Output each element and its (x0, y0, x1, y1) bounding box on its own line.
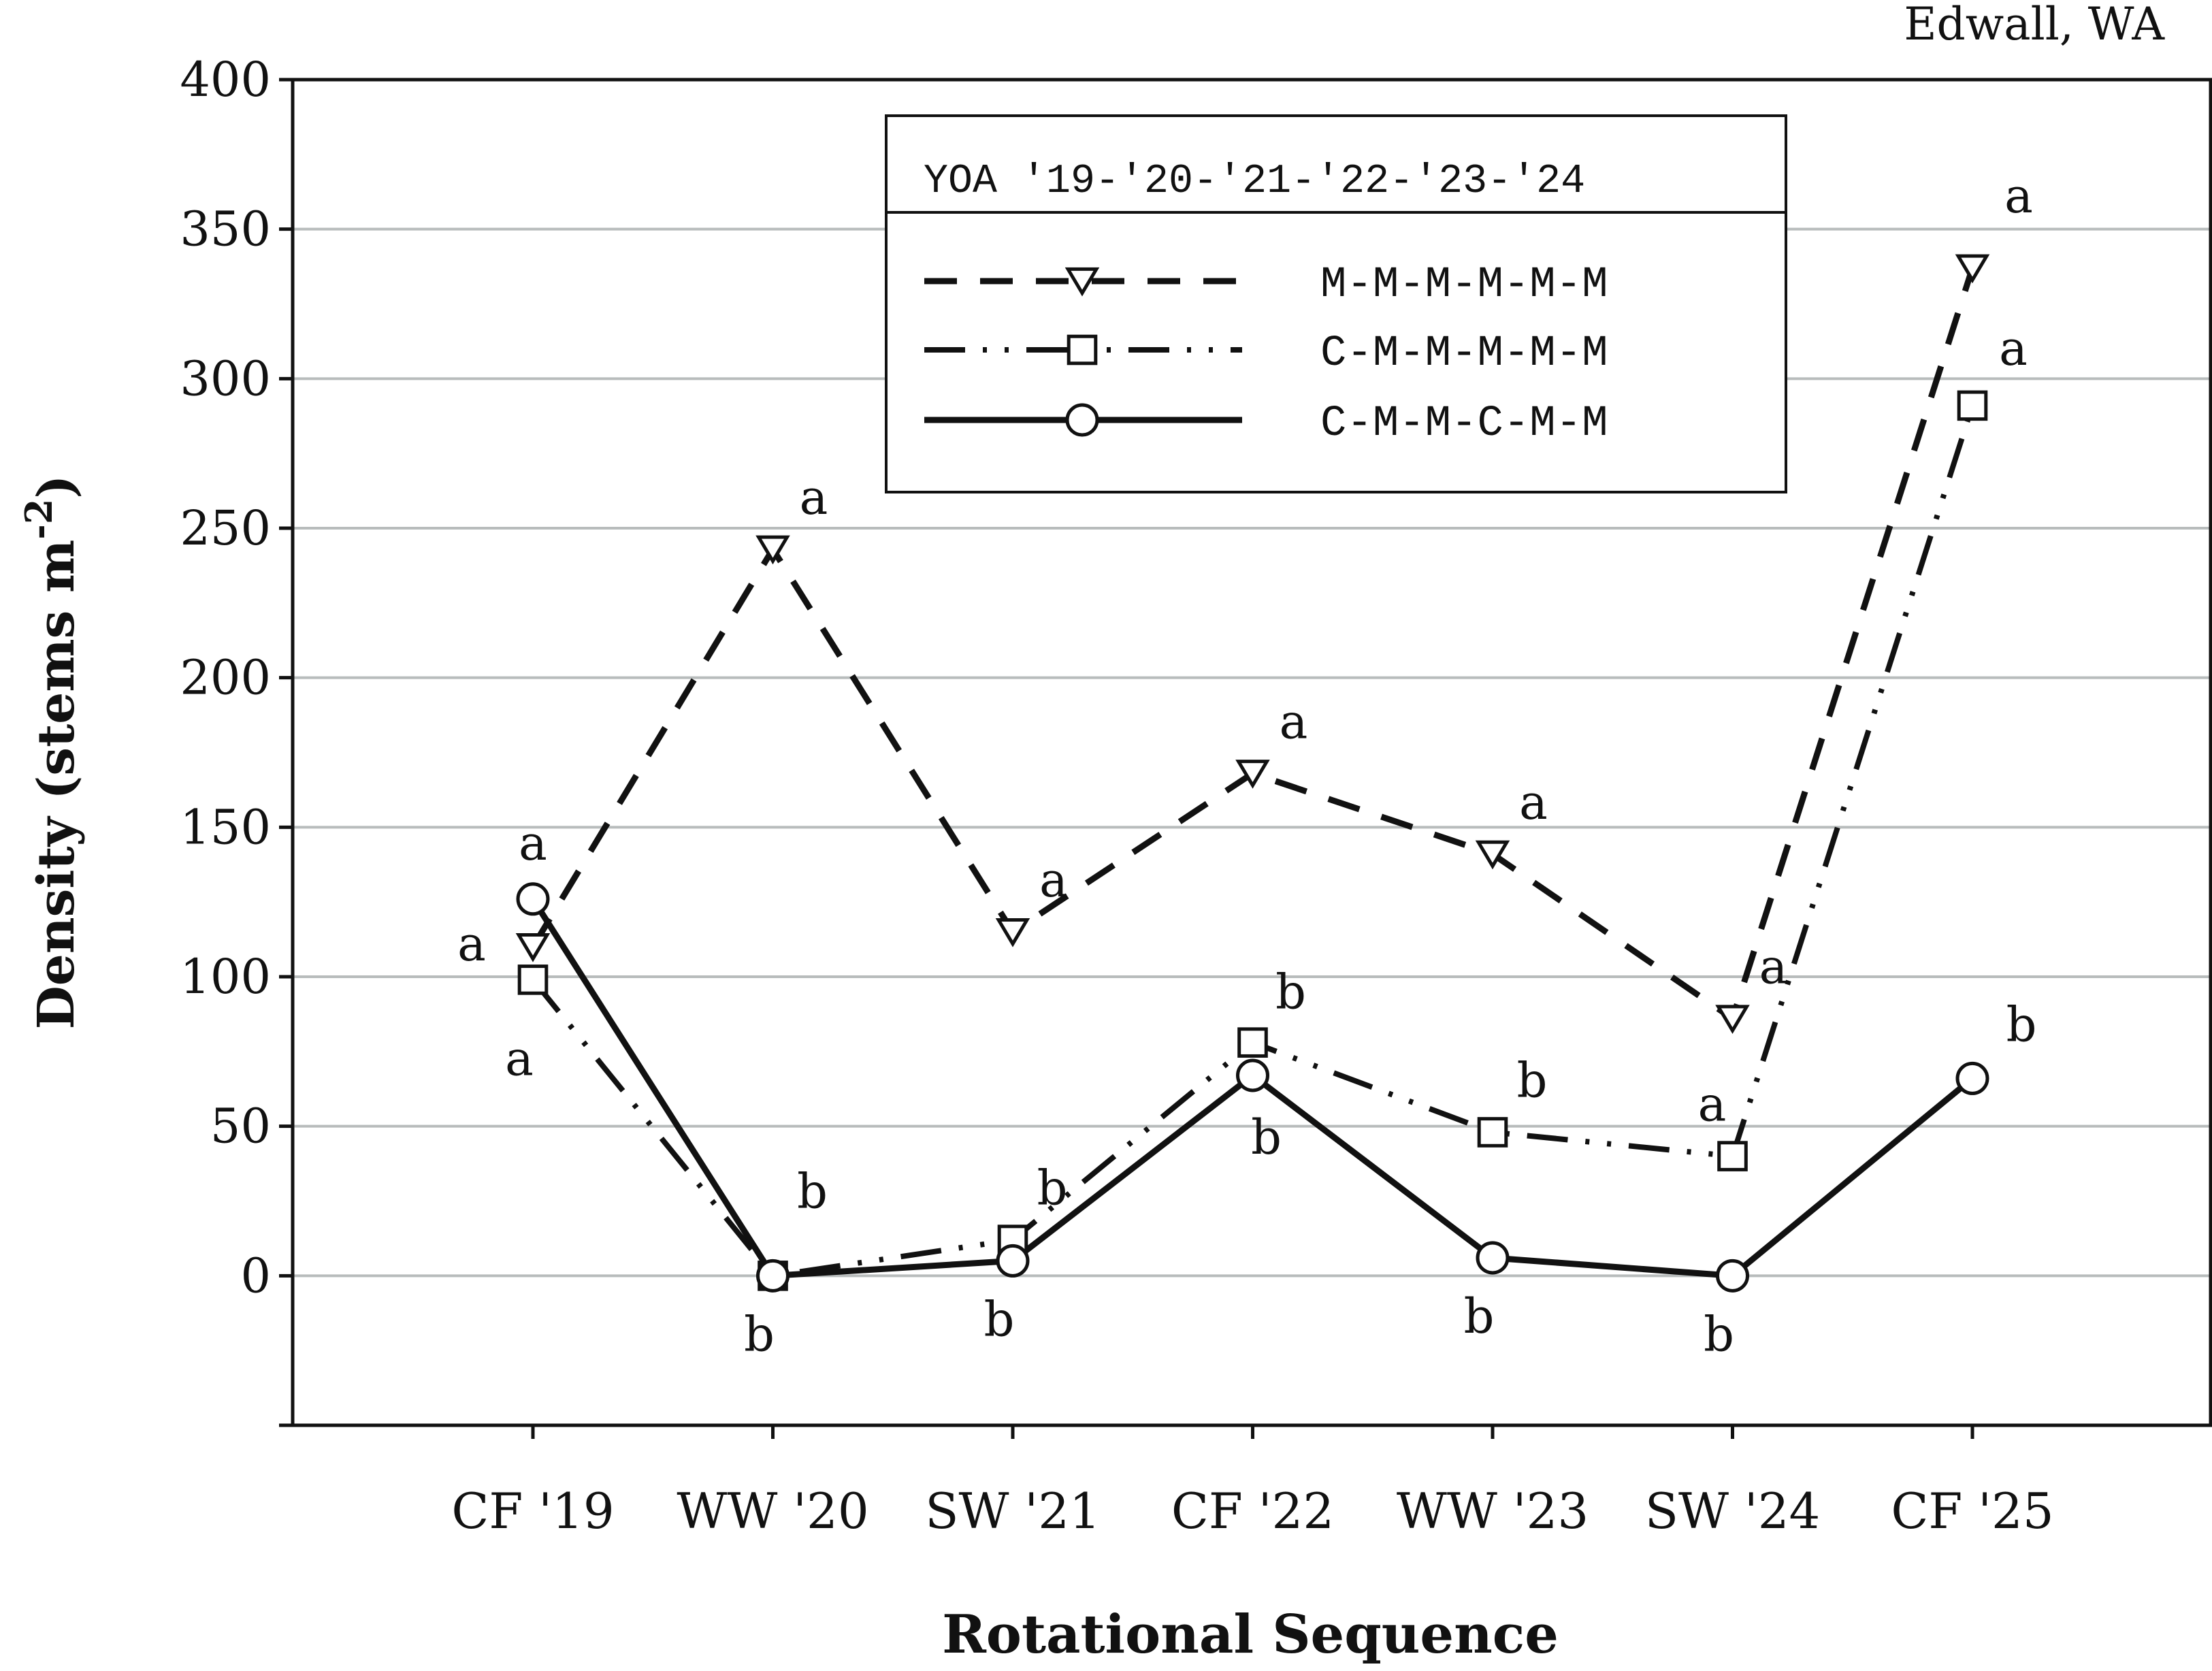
y-tick-label: 150 (180, 799, 271, 855)
location-label: Edwall, WA (1904, 0, 2165, 50)
triangle-marker (1064, 267, 1100, 297)
significance-letter: a (800, 470, 828, 525)
x-tick-label: SW '24 (1645, 1482, 1821, 1540)
y-axis-title-group: Density (stems m-2) (17, 475, 86, 1030)
triangle-marker (515, 932, 551, 962)
significance-letter: a (2004, 168, 2033, 224)
y-axis-title: Density (stems m-2) (17, 475, 86, 1030)
significance-letter: a (1759, 939, 1788, 995)
significance-letter: b (984, 1291, 1015, 1347)
circle-marker (516, 882, 550, 916)
y-tick-label: 50 (210, 1099, 271, 1154)
square-marker (1067, 334, 1098, 366)
y-tick-label: 0 (240, 1248, 271, 1303)
x-axis-title: Rotational Sequence (942, 1604, 1559, 1666)
x-axis: CF '19 WW '20 SW '21 CF '22 WW '23 SW '24 CF '… (451, 1425, 2054, 1540)
circle-marker (1476, 1241, 1510, 1275)
y-tick-label: 350 (180, 201, 271, 257)
y-tick-label: 300 (180, 351, 271, 406)
significance-letter: a (1698, 1077, 1727, 1133)
significance-letter: a (505, 1031, 534, 1086)
y-tick-label: 250 (180, 500, 271, 556)
significance-letter: b (1517, 1052, 1548, 1108)
square-marker (1957, 390, 1988, 421)
circle-marker (1716, 1259, 1749, 1293)
triangle-marker (1235, 760, 1270, 789)
x-tick-label: WW '23 (1397, 1482, 1589, 1540)
y-tick-label: 100 (180, 949, 271, 1005)
circle-marker (1955, 1061, 1989, 1095)
significance-letter: a (1999, 321, 2028, 376)
legend: YOA '19-'20-'21-'22-'23-'24 M-M-M-M-M-M C… (885, 114, 1787, 493)
significance-letter: b (744, 1306, 775, 1362)
y-axis: 0 50 100 150 200 250 300 350 400 (180, 52, 293, 1427)
legend-box (885, 114, 1787, 493)
square-marker (517, 964, 549, 995)
square-marker (1237, 1027, 1268, 1058)
circle-marker (1065, 403, 1099, 437)
legend-items: M-M-M-M-M-M C-M-M-M-M-M C-M-M-C-M-M (924, 261, 1608, 449)
y-axis-title-main: Density (stems m (27, 540, 86, 1030)
y-tick-label: 400 (180, 52, 271, 108)
square-marker (1477, 1117, 1508, 1148)
x-tick-label: CF '22 (1171, 1482, 1334, 1540)
significance-letter: a (1280, 694, 1308, 749)
legend-label-3: C-M-M-C-M-M (1320, 400, 1608, 449)
significance-letter: a (519, 815, 547, 871)
triangle-marker (755, 535, 790, 565)
y-axis-title-close: ) (27, 475, 86, 499)
circle-marker (996, 1244, 1030, 1278)
triangle-marker (1955, 254, 1990, 284)
gridlines (293, 227, 2211, 1278)
legend-label-1: M-M-M-M-M-M (1320, 261, 1608, 310)
triangle-marker (1715, 1005, 1750, 1035)
x-tick-label: CF '19 (451, 1482, 614, 1540)
series-markers (515, 254, 1990, 1293)
triangle-marker (995, 918, 1030, 947)
circle-marker (1236, 1058, 1269, 1092)
legend-label-2: C-M-M-M-M-M (1320, 329, 1608, 378)
significance-letter: b (1464, 1288, 1495, 1344)
triangle-marker (1475, 840, 1510, 870)
significance-letter: b (797, 1163, 828, 1219)
significance-letter: b (1251, 1109, 1282, 1165)
x-tick-label: CF '25 (1891, 1482, 2053, 1540)
legend-title: YOA '19-'20-'21-'22-'23-'24 (924, 159, 1585, 205)
y-tick-label: 200 (180, 650, 271, 706)
significance-letter: a (1519, 775, 1548, 830)
square-marker (1717, 1141, 1748, 1171)
circle-marker (756, 1259, 790, 1293)
significance-letter: b (1704, 1306, 1734, 1362)
y-axis-title-superscript: -2 (17, 499, 61, 540)
x-tick-label: WW '20 (677, 1482, 868, 1540)
significance-letter: a (457, 916, 486, 972)
significance-letter: b (1275, 964, 1306, 1020)
significance-letter: b (1037, 1161, 1068, 1216)
significance-letter: a (1039, 852, 1068, 908)
significance-letter: b (2006, 996, 2037, 1052)
x-tick-label: SW '21 (925, 1482, 1101, 1540)
